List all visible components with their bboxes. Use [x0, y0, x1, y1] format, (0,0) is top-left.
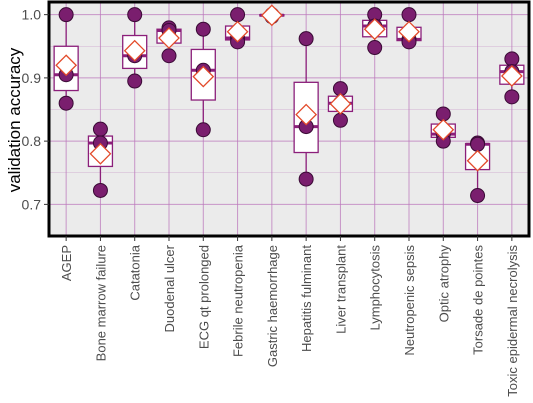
- mean-marker: [500, 65, 523, 87]
- data-point: [92, 121, 108, 137]
- data-point: [127, 7, 143, 23]
- x-tick-label: AGEP: [59, 245, 74, 281]
- data-point: [58, 95, 74, 111]
- mean-marker: [260, 4, 283, 27]
- x-tick-label: Toxic epidermal necrolysis: [505, 245, 520, 397]
- x-tick-label: Gastric haemorrhage: [265, 245, 280, 367]
- mean-marker: [158, 27, 180, 49]
- data-point: [161, 48, 177, 64]
- mean-marker: [89, 142, 112, 165]
- point-layer: [58, 7, 520, 204]
- x-tick-label: Hepatitis fulminant: [299, 245, 314, 352]
- data-point: [127, 73, 143, 89]
- data-point: [195, 21, 211, 37]
- grid-layer: [49, 2, 529, 237]
- x-tick-label: ECG qt prolonged: [196, 245, 211, 349]
- y-tick-label: 1.0: [22, 7, 42, 23]
- data-point: [298, 171, 314, 187]
- data-point: [230, 7, 246, 23]
- data-point: [332, 112, 348, 128]
- mean-marker: [55, 54, 78, 77]
- mean-marker: [363, 18, 386, 41]
- y-tick-label: 0.7: [22, 196, 42, 212]
- y-tick-label: 0.8: [22, 133, 42, 149]
- data-point: [504, 89, 520, 105]
- plot-panel: [49, 2, 529, 236]
- x-tick-label: Lymphocytosis: [368, 245, 383, 331]
- mean-marker: [329, 92, 352, 115]
- x-tick-label: Duodenal ulcer: [162, 244, 177, 332]
- data-point: [58, 7, 74, 23]
- data-point: [470, 188, 486, 204]
- mean-marker: [192, 65, 215, 88]
- plot-frame: [47, 0, 531, 238]
- data-point: [92, 182, 108, 198]
- y-tick-label: 0.9: [22, 70, 42, 86]
- mean-marker: [466, 149, 489, 172]
- data-point: [470, 136, 486, 152]
- y-axis-label: validation accuracy: [5, 47, 24, 192]
- data-point: [367, 40, 383, 56]
- x-tick-label: Febrile neutropenia: [231, 244, 246, 357]
- x-tick-label: Neutropenic sepsis: [402, 245, 417, 356]
- data-point: [195, 122, 211, 138]
- mean-marker: [432, 118, 455, 141]
- x-tick-label: Torsade de pointes: [471, 245, 486, 355]
- data-point: [504, 51, 520, 67]
- data-point: [401, 7, 417, 23]
- x-tick-label: Catatonia: [128, 244, 143, 300]
- mean-layer: [55, 4, 523, 172]
- data-point: [298, 31, 314, 47]
- x-tick-label: Bone marrow failure: [93, 245, 108, 361]
- mean-marker: [123, 39, 146, 62]
- x-tick-label: Liver transplant: [333, 245, 348, 334]
- mean-marker: [226, 20, 249, 43]
- x-tick-label: Optic atrophy: [436, 245, 451, 323]
- mean-marker: [398, 20, 420, 43]
- axis-layer: 0.7 0.8 0.9 1.0 AGEP Bone marrow failure Catat…: [22, 0, 531, 397]
- mean-marker: [295, 103, 318, 126]
